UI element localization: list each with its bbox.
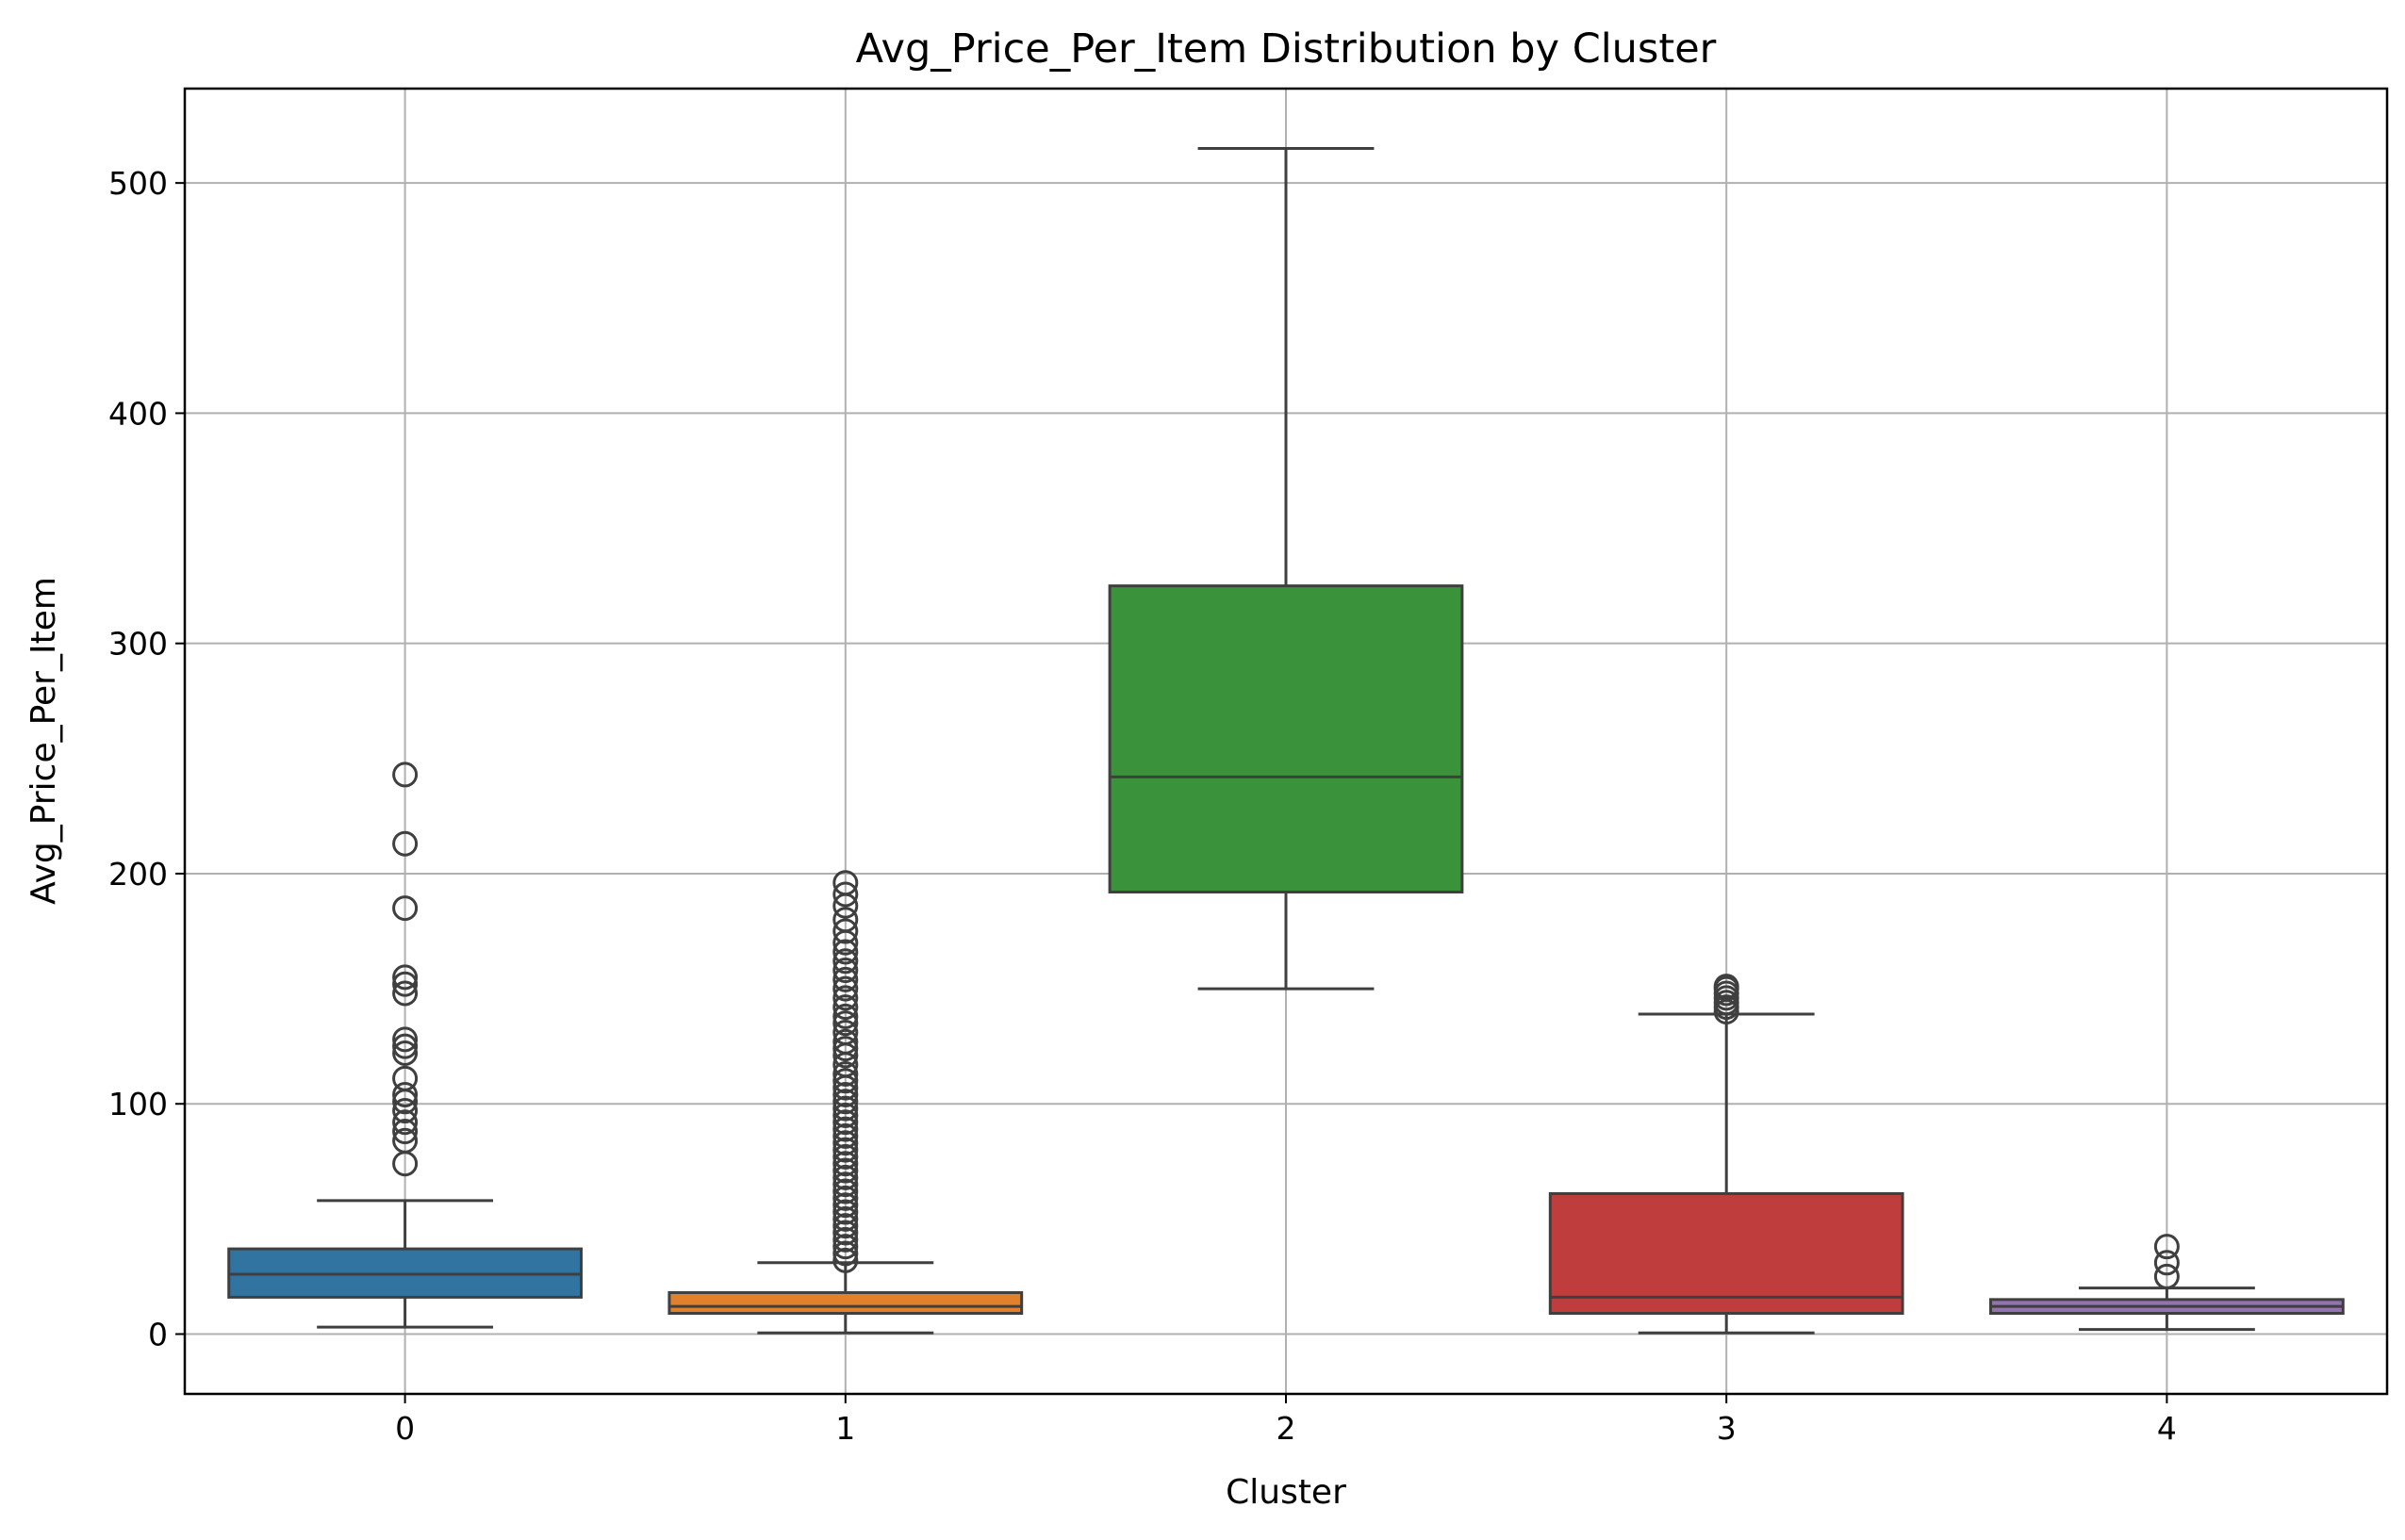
outlier-point (832, 1060, 859, 1087)
outlier-point (392, 1109, 419, 1136)
outlier-point (832, 1003, 859, 1029)
box-cluster-4 (1989, 1234, 2345, 1332)
outlier-point (392, 895, 419, 922)
outlier-point (392, 971, 419, 997)
outlier-point (832, 1095, 859, 1122)
x-tick-label: 2 (1277, 1410, 1296, 1447)
box-cluster-0 (227, 762, 583, 1329)
y-tick-label: 500 (108, 165, 168, 202)
outlier-point (392, 762, 419, 788)
outlier-point (832, 1220, 859, 1246)
outlier-point (392, 1033, 419, 1059)
outlier-point (832, 918, 859, 944)
outlier-point (832, 1240, 859, 1267)
outlier-point (1713, 974, 1739, 1000)
outlier-point (832, 1226, 859, 1253)
y-tick-label: 400 (108, 395, 168, 432)
outlier-point (832, 948, 859, 975)
box-series (227, 147, 2345, 1335)
y-axis-title: Avg_Price_Per_Item (25, 577, 63, 905)
outlier-point (832, 1068, 859, 1094)
box-cluster-1 (667, 870, 1024, 1335)
outlier-point (392, 1065, 419, 1091)
outlier-point (392, 1098, 419, 1124)
outlier-point (832, 994, 859, 1021)
outlier-point (832, 1199, 859, 1225)
outlier-point (832, 1151, 859, 1177)
plot-frame (183, 87, 2389, 1396)
outlier-point (832, 1213, 859, 1239)
box-iqr (1108, 584, 1464, 893)
x-axis-ticks: 0 1 2 3 4 (395, 1394, 2177, 1447)
x-axis-title: Cluster (1226, 1473, 1346, 1512)
outlier-point (2153, 1234, 2180, 1260)
outlier-point (832, 1164, 859, 1190)
outlier-point (392, 1040, 419, 1066)
outlier-point (832, 1171, 859, 1198)
outlier-point (832, 1137, 859, 1163)
y-tick-label: 100 (108, 1086, 168, 1122)
outlier-point (832, 1116, 859, 1142)
outlier-point (832, 958, 859, 984)
outlier-point (2153, 1263, 2180, 1289)
chart-title: Avg_Price_Per_Item Distribution by Clust… (856, 25, 1717, 73)
outlier-point (832, 1185, 859, 1211)
outlier-point (832, 1234, 859, 1260)
outlier-point (2153, 1250, 2180, 1276)
outlier-point (832, 1089, 859, 1115)
outlier-point (832, 1102, 859, 1128)
outlier-point (832, 1247, 859, 1273)
outlier-point (832, 1130, 859, 1156)
outlier-point (392, 830, 419, 857)
outlier-point (832, 1157, 859, 1184)
outlier-point (392, 980, 419, 1007)
outlier-point (392, 1127, 419, 1154)
y-axis-ticks: 0 100 200 300 400 500 (108, 165, 185, 1352)
outlier-point (832, 1178, 859, 1204)
box-cluster-2 (1108, 147, 1464, 991)
outlier-point (832, 870, 859, 896)
outlier-point (832, 907, 859, 933)
outlier-point (832, 966, 859, 992)
outlier-point (832, 1019, 859, 1045)
outlier-point (832, 985, 859, 1011)
y-tick-label: 0 (148, 1316, 168, 1352)
outlier-point (392, 964, 419, 991)
x-tick-label: 1 (835, 1410, 855, 1447)
outlier-point (832, 1205, 859, 1232)
outlier-point (832, 1122, 859, 1149)
outlier-point (832, 1036, 859, 1062)
y-tick-label: 300 (108, 626, 168, 663)
outlier-point (832, 1081, 859, 1107)
box-iqr (1548, 1191, 1904, 1316)
outlier-point (832, 939, 859, 965)
outlier-point (832, 1143, 859, 1170)
outlier-point (832, 1109, 859, 1136)
outlier-point (832, 881, 859, 908)
outlier-point (392, 1081, 419, 1107)
box-iqr (667, 1291, 1024, 1316)
outlier-point (392, 1119, 419, 1145)
outlier-point (392, 1026, 419, 1053)
y-tick-label: 200 (108, 856, 168, 893)
outlier-point (832, 975, 859, 1002)
x-tick-label: 3 (1717, 1410, 1737, 1447)
outlier-point (832, 1192, 859, 1219)
outlier-point (832, 1010, 859, 1037)
x-tick-label: 4 (2157, 1410, 2177, 1447)
outlier-point (832, 1028, 859, 1055)
box-cluster-3 (1548, 974, 1904, 1335)
x-tick-label: 0 (395, 1410, 415, 1447)
